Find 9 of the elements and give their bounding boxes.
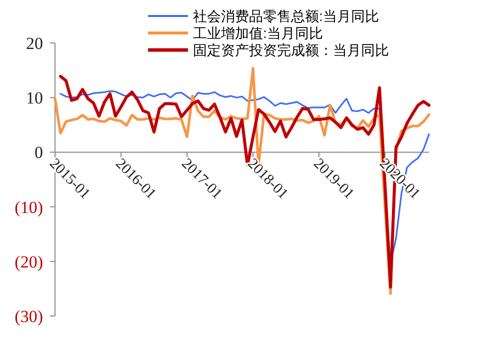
y-tick-label: 10 [26, 88, 43, 108]
y-tick-label: (30) [14, 307, 43, 326]
legend-label: 工业增加值:当月同比 [193, 25, 323, 41]
y-tick-label: 20 [26, 34, 43, 53]
y-tick-label: (20) [14, 252, 43, 272]
legend-label: 固定资产投资完成额：当月同比 [193, 42, 389, 58]
y-tick-label: 0 [34, 143, 43, 162]
y-tick-label: (10) [14, 198, 43, 217]
legend-label: 社会消费品零售总额:当月同比 [193, 8, 379, 24]
